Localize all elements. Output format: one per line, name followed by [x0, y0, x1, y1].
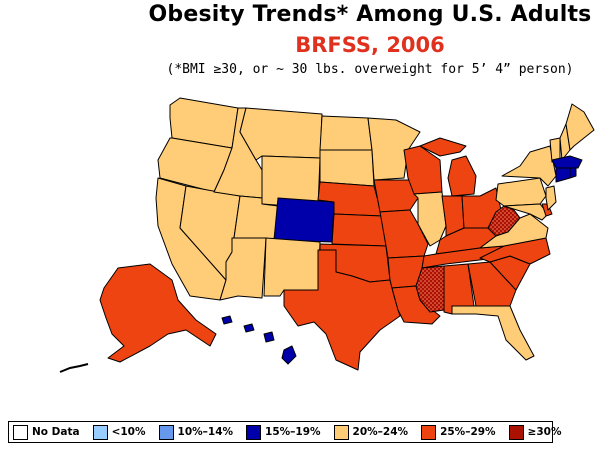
state-CT[interactable] — [555, 167, 571, 183]
state-AZ[interactable] — [219, 237, 267, 301]
state-MD[interactable] — [503, 203, 549, 221]
state-RI[interactable] — [569, 167, 577, 179]
state-IA[interactable] — [373, 179, 419, 213]
state-TX[interactable] — [283, 249, 401, 371]
legend-swatch — [92, 424, 108, 440]
state-ME[interactable] — [565, 103, 595, 151]
legend-item-ge30: ≥30% — [508, 424, 562, 440]
legend-swatch — [333, 424, 349, 440]
state-SD[interactable] — [319, 149, 375, 187]
legend-swatch — [508, 424, 524, 440]
state-DE[interactable] — [541, 203, 553, 217]
state-HI-kauai[interactable] — [221, 315, 233, 325]
state-GA[interactable] — [467, 261, 517, 307]
map-subtitle: BRFSS, 2006 — [295, 33, 445, 57]
state-HI-maui[interactable] — [263, 331, 275, 343]
legend-label: 10%–14% — [177, 426, 234, 438]
state-AK[interactable] — [99, 263, 217, 363]
legend-item-15-19: 15%–19% — [246, 424, 321, 440]
state-CO[interactable] — [273, 197, 335, 243]
map-title: Obesity Trends* Among U.S. Adults — [148, 2, 592, 27]
legend-swatch — [246, 424, 262, 440]
state-MI-upper[interactable] — [419, 137, 467, 157]
state-MI[interactable] — [447, 155, 477, 197]
legend-label: No Data — [32, 426, 80, 438]
state-MT[interactable] — [239, 107, 323, 161]
legend-label: 25%–29% — [440, 426, 496, 438]
legend-swatch — [421, 424, 437, 440]
us-obesity-map — [59, 97, 595, 373]
alaska-aleutian-islands — [59, 363, 89, 373]
legend-swatch — [13, 424, 28, 440]
legend-swatch — [158, 424, 174, 440]
legend-label: 20%–24% — [352, 426, 409, 438]
state-PA[interactable] — [495, 177, 547, 207]
map-legend: No Data <10% 10%–14% 15%–19% 20%–24% 25%… — [8, 421, 562, 443]
legend-item-20-24: 20%–24% — [333, 424, 409, 440]
state-NM[interactable] — [263, 237, 321, 297]
state-MO[interactable] — [379, 209, 429, 259]
legend-label: 15%–19% — [265, 426, 321, 438]
state-FL[interactable] — [451, 305, 535, 361]
legend-item-no-data: No Data — [13, 424, 80, 440]
state-HI-oahu[interactable] — [243, 323, 255, 333]
legend-item-10-14: 10%–14% — [158, 424, 234, 440]
bmi-footnote: (*BMI ≥30, or ~ 30 lbs. overweight for 5… — [166, 62, 574, 77]
state-NJ[interactable] — [545, 185, 557, 211]
state-MA[interactable] — [551, 155, 583, 169]
legend-label: <10% — [111, 426, 146, 438]
legend-item-25-29: 25%–29% — [421, 424, 496, 440]
state-ND[interactable] — [319, 115, 373, 151]
state-HI[interactable] — [281, 345, 297, 365]
legend-label: ≥30% — [527, 426, 562, 438]
state-KS[interactable] — [331, 213, 387, 247]
legend-item-lt10: <10% — [92, 424, 146, 440]
state-VA[interactable] — [479, 213, 549, 249]
